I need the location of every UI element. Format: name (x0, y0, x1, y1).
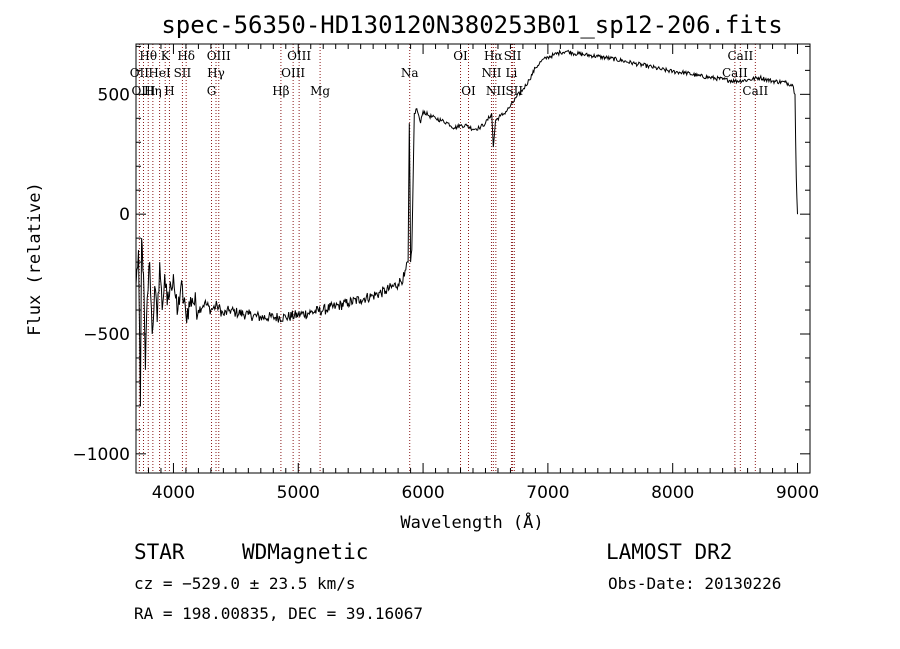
spectral-line-label: SII (174, 66, 192, 80)
y-tick-labels: −1000 −500 0 500 (72, 85, 130, 464)
spectrum-line (135, 49, 798, 406)
y-axis-title: Flux (relative) (25, 182, 45, 336)
x-tick-label: 6000 (401, 483, 444, 503)
spectral-line-label: Na (401, 66, 419, 80)
coordinates: RA = 198.00835, DEC = 39.16067 (134, 604, 423, 623)
y-tick-label: 500 (98, 85, 130, 105)
spectral-line-label: OIII (207, 49, 231, 63)
spectral-line-label: H (164, 84, 174, 98)
spectral-line-label: SII (504, 49, 522, 63)
x-tick-label: 9000 (776, 483, 819, 503)
survey-name: LAMOST DR2 (606, 540, 732, 564)
spectral-line-label: Hδ (177, 49, 195, 63)
spectral-line-label: NII (481, 66, 501, 80)
y-tick-label: 0 (119, 205, 130, 225)
spectral-line-label: Hα (484, 49, 503, 63)
x-tick-labels: 4000 5000 6000 7000 8000 9000 (152, 483, 819, 503)
spectral-line-label: OIII (287, 49, 311, 63)
plot-frame (135, 43, 811, 474)
spectral-line-label: Mg (310, 84, 330, 98)
x-tick-label: 4000 (152, 483, 195, 503)
spectral-line-label: OIII (281, 66, 305, 80)
y-tick-label: −500 (83, 325, 130, 345)
spectral-line-label: G (207, 84, 217, 98)
x-tick-label: 7000 (526, 483, 569, 503)
spectral-line-label: CaII (742, 84, 768, 98)
spectral-line-label: CaII (722, 66, 748, 80)
y-tick-label: −1000 (72, 445, 130, 465)
spectral-line-label: Li (506, 66, 518, 80)
redshift-readout: cz = −529.0 ± 23.5 km/s (134, 574, 356, 593)
spectral-line-label: Hθ (139, 49, 157, 63)
obs-date: Obs-Date: 20130226 (608, 574, 781, 593)
spectral-line-label: OII (130, 66, 150, 80)
object-subclass: WDMagnetic (242, 540, 368, 564)
spectral-line-label: NII (486, 84, 506, 98)
spectral-line-markers (138, 44, 756, 473)
spectral-line-label: HeI (148, 66, 171, 80)
object-class: STAR (134, 540, 185, 564)
spectral-line-label: OI (461, 84, 476, 98)
spectral-line-label: Hη (144, 84, 162, 98)
x-tick-label: 5000 (277, 483, 320, 503)
spectral-line-label: CaII (727, 49, 753, 63)
spectral-line-label: SII (505, 84, 523, 98)
x-tick-label: 8000 (651, 483, 694, 503)
x-axis-title: Wavelength (Å) (400, 511, 543, 533)
spectral-line-label: Hβ (272, 84, 289, 98)
spectral-line-label: OI (453, 49, 468, 63)
chart-title: spec-56350-HD130120N380253B01_sp12-206.f… (161, 11, 782, 39)
axis-ticks (135, 44, 811, 473)
spectral-line-label: Hγ (207, 66, 225, 80)
spectral-line-label: K (161, 49, 171, 63)
